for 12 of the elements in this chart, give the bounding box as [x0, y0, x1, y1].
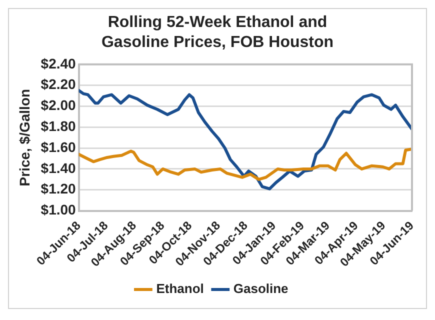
y-tick-label: $1.20 — [40, 180, 76, 197]
y-axis-title: Price, $/Gallon — [16, 88, 32, 186]
y-tick-label: $2.40 — [40, 55, 76, 72]
y-tick-label: $1.40 — [40, 160, 76, 176]
legend-label: Ethanol — [156, 281, 204, 296]
y-tick-label: $1.00 — [40, 202, 76, 218]
chart-title: Rolling 52-Week Ethanol and Gasoline Prices, FOB Houston — [100, 13, 335, 53]
y-tick-label: $1.60 — [40, 138, 76, 155]
y-tick-label: $1.80 — [40, 118, 76, 134]
y-tick-label: $2.20 — [40, 76, 76, 92]
legend-label: Gasoline — [233, 281, 288, 296]
y-tick-label: $2.00 — [40, 97, 76, 114]
